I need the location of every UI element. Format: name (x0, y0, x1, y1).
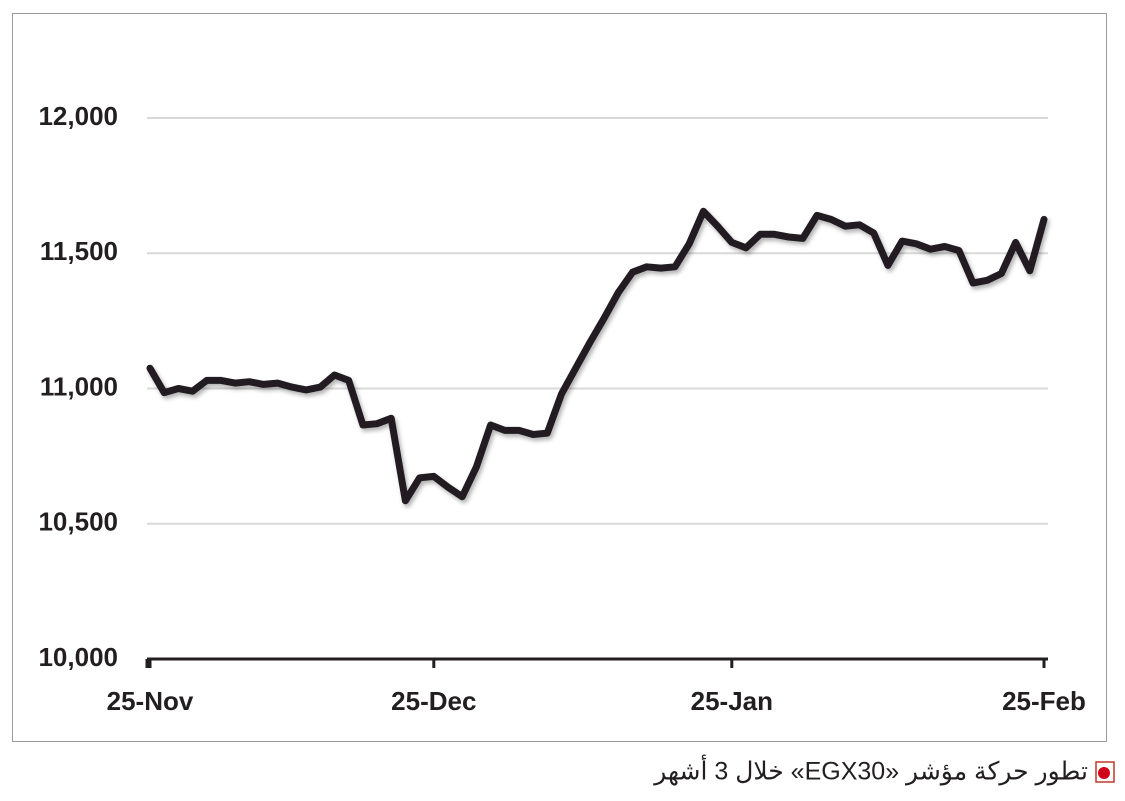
caption: تطور حركة مؤشر «EGX30» خلال 3 أشهر (652, 754, 1115, 787)
plot (146, 207, 1048, 505)
y-tick-label: 10,000 (38, 642, 118, 672)
series-line (146, 207, 1048, 505)
x-tick-label: 25-Dec (391, 686, 476, 716)
x-tick-label: 25-Feb (1002, 686, 1086, 716)
y-tick-label: 12,000 (38, 101, 118, 131)
y-tick-label: 11,000 (40, 371, 118, 401)
caption-text: تطور حركة مؤشر «EGX30» خلال 3 أشهر (652, 754, 1088, 787)
x-tick-label: 25-Nov (107, 686, 194, 716)
chart-frame (12, 13, 1107, 742)
y-tick-label: 11,500 (40, 236, 118, 266)
y-tick-label: 10,500 (38, 507, 118, 537)
grid: 10,000 10,500 11,000 11,500 12,000 25-Nov 25-D… (38, 101, 1085, 716)
x-tick-label: 25-Jan (691, 686, 773, 716)
caption-icon (1098, 767, 1110, 779)
